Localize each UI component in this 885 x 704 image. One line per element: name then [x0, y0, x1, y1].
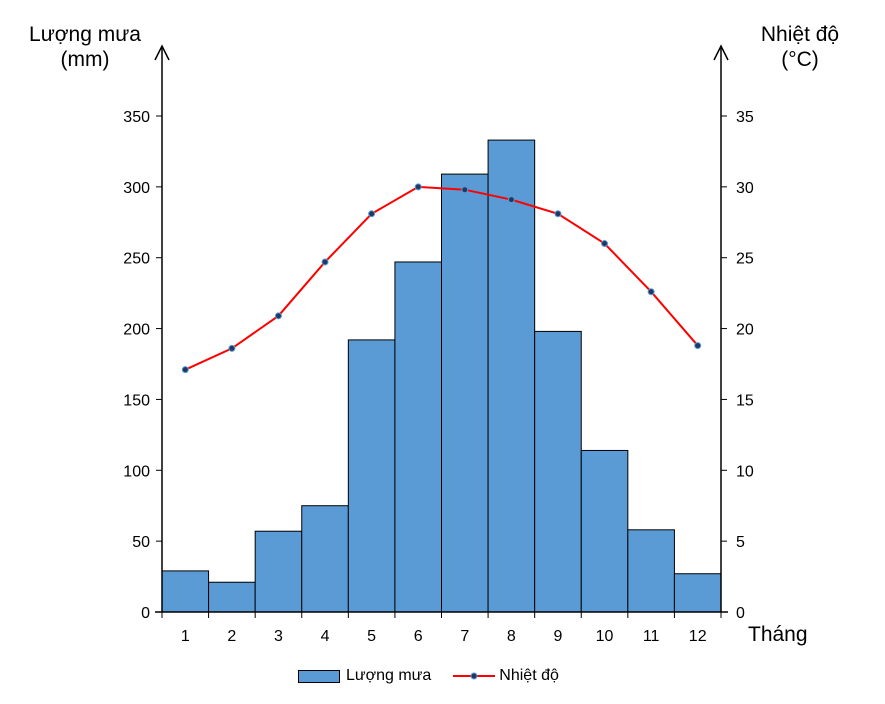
- temperature-point: [461, 186, 469, 194]
- right-tick-label: 30: [736, 180, 754, 197]
- temperature-line: [184, 185, 699, 371]
- x-tick-label: 8: [507, 628, 516, 645]
- rainfall-bar: [161, 570, 210, 613]
- x-tick-label: 2: [227, 628, 236, 645]
- x-tick-label: 1: [181, 628, 190, 645]
- legend-label-rainfall: Lượng mưa: [346, 667, 432, 684]
- left-tick-label: 150: [123, 392, 150, 409]
- right-tick-label: 20: [736, 322, 754, 339]
- right-tick-label: 35: [736, 109, 754, 126]
- right-axis-title: Nhiệt độ (°C): [735, 22, 865, 72]
- legend-item-rainfall: Lượng mưa: [298, 667, 431, 685]
- x-tick-label: 9: [554, 628, 563, 645]
- x-tick-label: 11: [643, 628, 660, 645]
- temperature-line-layer: [181, 183, 702, 374]
- temperature-point: [321, 258, 329, 266]
- x-tick-label: 10: [596, 628, 614, 645]
- rainfall-bar: [301, 505, 349, 613]
- temperature-point: [274, 312, 282, 320]
- left-tick-label: 50: [132, 534, 150, 551]
- legend-swatch-rainfall: [298, 669, 340, 683]
- right-tick-label: 25: [736, 251, 754, 268]
- left-tick-label: 250: [123, 251, 150, 268]
- bars-layer: [161, 139, 722, 613]
- x-tick-label: 12: [689, 628, 707, 645]
- right-axis-title-line2: (°C): [781, 48, 819, 71]
- left-tick-label: 100: [123, 463, 150, 480]
- x-tick-label: 6: [414, 628, 423, 645]
- left-tick-label: 350: [123, 109, 150, 126]
- right-tick-label: 5: [736, 534, 745, 551]
- left-tick-label: 200: [123, 322, 150, 339]
- left-axis-arrow: [154, 44, 170, 61]
- rainfall-bar: [347, 339, 396, 613]
- temperature-point: [228, 344, 236, 352]
- temperature-point: [414, 183, 422, 191]
- temperature-point: [181, 366, 189, 374]
- temperature-point: [507, 196, 515, 204]
- right-tick-label: 15: [736, 392, 754, 409]
- rainfall-bar: [487, 139, 536, 613]
- rainfall-bar: [394, 261, 442, 613]
- legend-label-temperature: Nhiệt độ: [499, 667, 559, 684]
- rainfall-bar: [580, 449, 629, 613]
- legend-item-temperature: Nhiệt độ: [453, 667, 559, 685]
- left-axis-title-line2: (mm): [60, 48, 110, 71]
- right-tick-label: 10: [736, 463, 754, 480]
- temperature-point: [694, 342, 702, 350]
- left-tick-label: 300: [123, 180, 150, 197]
- rainfall-bar: [208, 581, 256, 613]
- x-tick-label: 3: [274, 628, 283, 645]
- left-axis-title-line1: Lượng mưa: [29, 23, 141, 46]
- right-axis-title-line1: Nhiệt độ: [760, 23, 840, 46]
- temperature-point: [554, 210, 562, 218]
- legend-line-temperature: [453, 672, 496, 680]
- left-axis-title: Lượng mưa (mm): [10, 22, 160, 72]
- x-tick-label: 4: [321, 628, 330, 645]
- temperature-point: [601, 240, 609, 248]
- rainfall-bar: [254, 530, 303, 613]
- right-tick-label: 0: [736, 605, 745, 622]
- legend: Lượng mưa Nhiệt độ: [298, 664, 581, 688]
- right-axis-arrow: [713, 44, 729, 61]
- x-tick-label: 5: [367, 628, 376, 645]
- rainfall-bar: [534, 330, 582, 613]
- left-tick-label: 0: [141, 605, 150, 622]
- rainfall-bar: [627, 529, 675, 613]
- rainfall-bar: [441, 173, 489, 613]
- x-tick-label: 7: [460, 628, 469, 645]
- temperature-point: [647, 288, 655, 296]
- temperature-point: [368, 210, 376, 218]
- rainfall-bar: [673, 573, 722, 613]
- x-axis-title: Tháng: [748, 623, 808, 646]
